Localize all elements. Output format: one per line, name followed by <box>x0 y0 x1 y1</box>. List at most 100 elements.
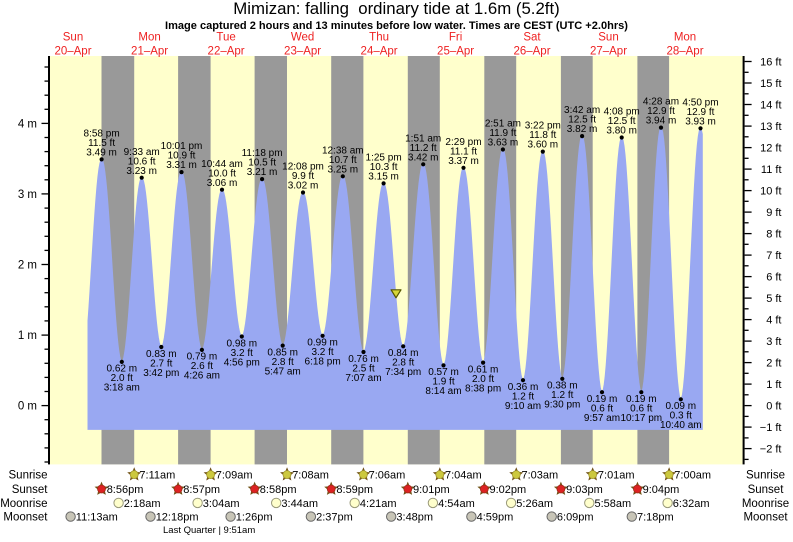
svg-text:26–Apr: 26–Apr <box>513 46 550 58</box>
svg-text:1 m: 1 m <box>18 330 37 342</box>
svg-text:2.0 ft: 2.0 ft <box>111 373 133 384</box>
svg-text:0 ft: 0 ft <box>766 401 781 413</box>
svg-text:9:02pm: 9:02pm <box>490 484 527 496</box>
svg-text:10 ft: 10 ft <box>760 186 781 198</box>
svg-text:3.37 m: 3.37 m <box>448 156 479 167</box>
svg-text:12.5 ft: 12.5 ft <box>608 116 636 127</box>
svg-text:8:14 am: 8:14 am <box>425 386 461 397</box>
svg-text:0.85 m: 0.85 m <box>267 347 298 358</box>
svg-text:11 ft: 11 ft <box>761 164 782 176</box>
svg-text:7:04am: 7:04am <box>445 470 482 482</box>
svg-text:12 ft: 12 ft <box>760 143 781 155</box>
svg-text:9.9 ft: 9.9 ft <box>292 171 314 182</box>
svg-text:2.8 ft: 2.8 ft <box>392 358 414 369</box>
svg-text:Moonset: Moonset <box>3 512 48 524</box>
svg-text:1:25 pm: 1:25 pm <box>366 153 402 164</box>
svg-text:2.7 ft: 2.7 ft <box>150 358 172 369</box>
svg-text:8:58 pm: 8:58 pm <box>84 129 120 140</box>
svg-text:7 ft: 7 ft <box>766 250 781 262</box>
svg-text:21–Apr: 21–Apr <box>131 46 168 58</box>
svg-text:0.79 m: 0.79 m <box>187 352 218 363</box>
svg-text:3.82 m: 3.82 m <box>567 124 598 135</box>
svg-text:3.42 m: 3.42 m <box>408 152 439 163</box>
svg-text:−1 ft: −1 ft <box>760 422 782 434</box>
svg-text:3.49 m: 3.49 m <box>86 148 117 159</box>
svg-text:7:18pm: 7:18pm <box>637 512 674 524</box>
svg-text:10.0 ft: 10.0 ft <box>208 168 236 179</box>
svg-text:3.21 m: 3.21 m <box>247 167 278 178</box>
svg-text:1.2 ft: 1.2 ft <box>512 392 534 403</box>
svg-text:3:44am: 3:44am <box>281 498 318 510</box>
svg-text:3.80 m: 3.80 m <box>606 126 637 137</box>
svg-text:4:56 pm: 4:56 pm <box>224 357 260 368</box>
svg-text:3.2 ft: 3.2 ft <box>231 348 253 359</box>
svg-text:10:44 am: 10:44 am <box>201 159 243 170</box>
svg-text:0 m: 0 m <box>18 401 37 413</box>
svg-text:2 ft: 2 ft <box>766 358 781 370</box>
svg-text:11.5 ft: 11.5 ft <box>88 138 115 149</box>
svg-text:2.5 ft: 2.5 ft <box>352 363 374 374</box>
svg-text:0.76 m: 0.76 m <box>348 354 379 365</box>
svg-text:8:56pm: 8:56pm <box>107 484 144 496</box>
svg-text:10:40 am: 10:40 am <box>660 420 702 431</box>
svg-text:0.84 m: 0.84 m <box>388 348 419 359</box>
svg-text:2.0 ft: 2.0 ft <box>472 374 494 385</box>
svg-text:6 ft: 6 ft <box>766 272 781 284</box>
svg-text:7:01am: 7:01am <box>598 470 635 482</box>
svg-text:11:13am: 11:13am <box>76 512 118 524</box>
svg-text:0.09 m: 0.09 m <box>666 401 697 412</box>
svg-text:Moonset: Moonset <box>743 512 788 524</box>
svg-text:3:22 pm: 3:22 pm <box>525 121 561 132</box>
svg-text:12:38 am: 12:38 am <box>322 145 364 156</box>
svg-text:8:38 pm: 8:38 pm <box>465 383 501 394</box>
svg-text:6:18 pm: 6:18 pm <box>305 357 341 368</box>
svg-text:Thu: Thu <box>369 32 389 44</box>
svg-text:3:04am: 3:04am <box>203 498 240 510</box>
svg-text:7:03am: 7:03am <box>522 470 559 482</box>
svg-text:22–Apr: 22–Apr <box>208 46 245 58</box>
svg-text:2.8 ft: 2.8 ft <box>272 357 294 368</box>
svg-text:0.6 ft: 0.6 ft <box>630 404 652 415</box>
svg-text:Moonrise: Moonrise <box>742 498 789 510</box>
svg-text:13 ft: 13 ft <box>760 121 781 133</box>
svg-text:9:33 am: 9:33 am <box>124 147 160 158</box>
svg-text:1.9 ft: 1.9 ft <box>432 377 454 388</box>
svg-text:12.5 ft: 12.5 ft <box>568 115 596 126</box>
svg-text:4:26 am: 4:26 am <box>184 371 220 382</box>
svg-text:3 ft: 3 ft <box>766 336 781 348</box>
svg-text:3.23 m: 3.23 m <box>126 166 157 177</box>
svg-text:−2 ft: −2 ft <box>760 444 782 456</box>
svg-text:1:26pm: 1:26pm <box>236 512 273 524</box>
svg-text:0.19 m: 0.19 m <box>587 394 618 405</box>
svg-text:3.31 m: 3.31 m <box>166 160 197 171</box>
svg-text:11.8 ft: 11.8 ft <box>529 130 556 141</box>
svg-text:Sun: Sun <box>63 32 83 44</box>
svg-text:Sunset: Sunset <box>748 484 785 496</box>
svg-text:7:11am: 7:11am <box>139 470 175 482</box>
svg-text:3.02 m: 3.02 m <box>288 181 319 192</box>
svg-text:4:08 pm: 4:08 pm <box>604 107 640 118</box>
svg-text:0.36 m: 0.36 m <box>508 382 539 393</box>
svg-text:7:34 pm: 7:34 pm <box>385 367 421 378</box>
svg-text:3:42 pm: 3:42 pm <box>143 368 179 379</box>
svg-text:4:28 am: 4:28 am <box>643 97 679 108</box>
svg-text:16 ft: 16 ft <box>760 57 781 69</box>
svg-text:2:18am: 2:18am <box>124 498 161 510</box>
svg-text:Sat: Sat <box>523 32 541 44</box>
svg-text:Wed: Wed <box>291 32 314 44</box>
svg-text:11:18 pm: 11:18 pm <box>242 148 283 159</box>
svg-text:5:47 am: 5:47 am <box>265 366 301 377</box>
svg-text:Mon: Mon <box>674 32 696 44</box>
svg-text:23–Apr: 23–Apr <box>284 46 321 58</box>
svg-text:3.94 m: 3.94 m <box>646 116 677 127</box>
svg-text:4:54am: 4:54am <box>438 498 475 510</box>
svg-text:28–Apr: 28–Apr <box>666 46 703 58</box>
svg-text:10:17 pm: 10:17 pm <box>620 413 662 424</box>
svg-text:3.63 m: 3.63 m <box>488 138 519 149</box>
svg-text:2.6 ft: 2.6 ft <box>191 361 213 372</box>
svg-text:0.57 m: 0.57 m <box>428 367 459 378</box>
svg-text:10.7 ft: 10.7 ft <box>329 155 357 166</box>
svg-text:7:09am: 7:09am <box>216 470 253 482</box>
svg-text:9 ft: 9 ft <box>766 207 781 219</box>
svg-text:Tue: Tue <box>216 32 235 44</box>
